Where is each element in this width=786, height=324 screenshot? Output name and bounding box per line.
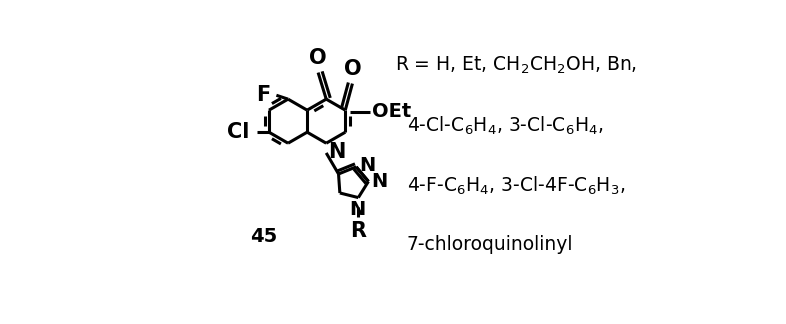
Text: 4-Cl-C$_6$H$_4$, 3-Cl-C$_6$H$_4$,: 4-Cl-C$_6$H$_4$, 3-Cl-C$_6$H$_4$, bbox=[407, 115, 604, 137]
Text: N: N bbox=[372, 172, 388, 191]
Text: O: O bbox=[343, 59, 362, 79]
Text: 4-F-C$_6$H$_4$, 3-Cl-4F-C$_6$H$_3$,: 4-F-C$_6$H$_4$, 3-Cl-4F-C$_6$H$_3$, bbox=[407, 175, 625, 197]
Text: OEt: OEt bbox=[372, 102, 411, 121]
Text: O: O bbox=[310, 48, 327, 68]
Text: 7-chloroquinolinyl: 7-chloroquinolinyl bbox=[407, 235, 574, 254]
Text: 45: 45 bbox=[250, 227, 277, 246]
Text: N: N bbox=[349, 200, 365, 219]
Text: Cl: Cl bbox=[226, 122, 249, 142]
Text: N: N bbox=[329, 142, 346, 162]
Text: R = H, Et, CH$_2$CH$_2$OH, Bn,: R = H, Et, CH$_2$CH$_2$OH, Bn, bbox=[395, 55, 637, 76]
Text: N: N bbox=[359, 156, 376, 175]
Text: F: F bbox=[256, 85, 270, 105]
Text: R: R bbox=[351, 221, 366, 241]
